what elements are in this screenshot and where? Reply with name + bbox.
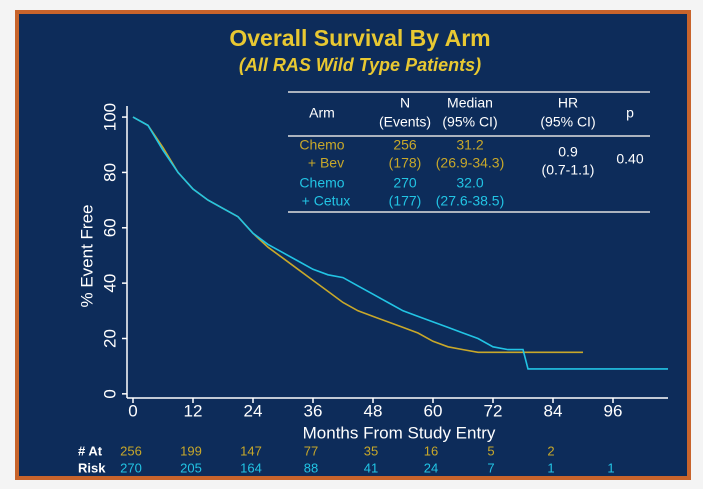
- at-risk-count: 7: [487, 460, 494, 475]
- at-risk-count: 205: [180, 460, 202, 475]
- y-tick-label: 60: [100, 218, 119, 237]
- at-risk-count: 1: [607, 460, 614, 475]
- at-risk-count: 77: [304, 443, 318, 458]
- y-tick-label: 20: [100, 329, 119, 348]
- table-cell: + Bev: [308, 155, 344, 171]
- table-cell: 32.0: [456, 175, 483, 191]
- chart-subtitle: (All RAS Wild Type Patients): [239, 55, 481, 75]
- at-risk-count: 35: [364, 443, 378, 458]
- at-risk-count: 41: [364, 460, 378, 475]
- at-risk-count: 164: [240, 460, 262, 475]
- at-risk-count: 256: [120, 443, 142, 458]
- x-tick-label: 48: [364, 401, 383, 420]
- table-cell: (177): [389, 193, 422, 209]
- table-header: N: [400, 95, 410, 111]
- table-cell: 270: [393, 175, 417, 191]
- at-risk-count: 199: [180, 443, 202, 458]
- x-axis-label: Months From Study Entry: [303, 423, 496, 442]
- x-tick-label: 96: [604, 401, 623, 420]
- table-cell: (26.9-34.3): [436, 155, 504, 171]
- x-tick-label: 12: [184, 401, 203, 420]
- y-tick-label: 0: [100, 389, 119, 398]
- at-risk-count: 88: [304, 460, 318, 475]
- table-cell: (178): [389, 155, 422, 171]
- y-tick-label: 100: [100, 103, 119, 131]
- at-risk-count: 1: [547, 460, 554, 475]
- table-background: [288, 92, 650, 212]
- at-risk-count: 24: [424, 460, 438, 475]
- table-header: HR: [558, 95, 578, 111]
- table-cell: (27.6-38.5): [436, 193, 504, 209]
- slide-panel: [15, 10, 691, 480]
- at-risk-count: 16: [424, 443, 438, 458]
- y-tick-label: 80: [100, 163, 119, 182]
- table-cell: + Cetux: [302, 193, 351, 209]
- table-header: Arm: [309, 105, 335, 121]
- table-cell: Chemo: [299, 175, 344, 191]
- at-risk-count: 2: [547, 443, 554, 458]
- table-header: (Events): [379, 114, 431, 130]
- at-risk-count: 147: [240, 443, 262, 458]
- y-axis-label: % Event Free: [77, 205, 96, 308]
- table-hr: 0.9: [558, 144, 578, 160]
- survival-curve: [132, 116, 668, 370]
- at-risk-label: # At: [78, 443, 103, 458]
- x-tick-label: 0: [128, 401, 137, 420]
- table-header: (95% CI): [540, 114, 595, 130]
- x-tick-label: 84: [544, 401, 563, 420]
- table-header: p: [626, 105, 634, 121]
- table-header: Median: [447, 95, 493, 111]
- table-hr: (0.7-1.1): [542, 162, 595, 178]
- x-tick-label: 36: [304, 401, 323, 420]
- at-risk-count: 5: [487, 443, 494, 458]
- table-header: (95% CI): [442, 114, 497, 130]
- table-cell: 31.2: [456, 137, 483, 153]
- x-tick-label: 60: [424, 401, 443, 420]
- at-risk-count: 270: [120, 460, 142, 475]
- table-p: 0.40: [616, 151, 643, 167]
- y-tick-label: 40: [100, 274, 119, 293]
- table-cell: 256: [393, 137, 417, 153]
- x-tick-label: 24: [244, 401, 263, 420]
- at-risk-label: Risk: [78, 460, 106, 475]
- table-cell: Chemo: [299, 137, 344, 153]
- chart-title: Overall Survival By Arm: [229, 25, 490, 51]
- x-tick-label: 72: [484, 401, 503, 420]
